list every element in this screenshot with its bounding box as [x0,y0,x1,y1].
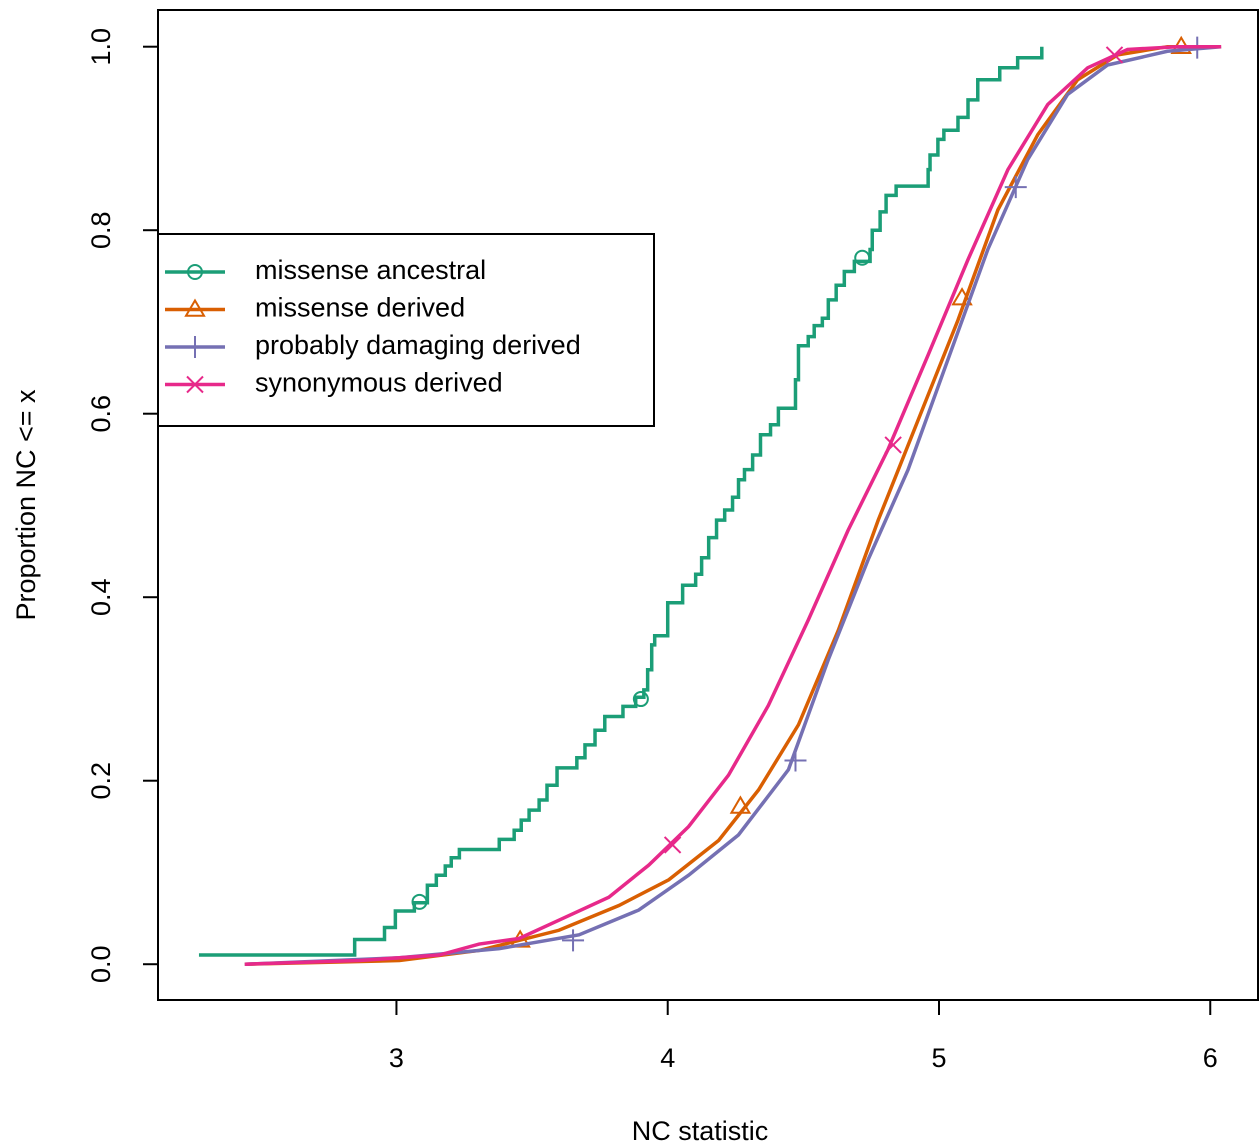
y-tick-label: 1.0 [86,28,116,66]
plot-frame [157,9,1259,1001]
y-tick-label: 0.6 [86,395,116,433]
x-tick-label: 3 [389,1043,404,1073]
marker [562,929,585,952]
x-axis-label: NC statistic [632,1116,769,1146]
marker [884,436,902,454]
x-tick-label: 4 [660,1043,675,1073]
y-tick-label: 0.4 [86,578,116,616]
x-tick-label: 5 [931,1043,946,1073]
legend-label: probably damaging derived [255,330,581,360]
legend-label: synonymous derived [255,368,503,398]
marker [411,893,428,910]
x-tick-label: 6 [1203,1043,1218,1073]
marker [632,691,649,708]
series-line [244,44,1222,966]
y-axis-label: Proportion NC <= x [11,389,41,621]
legend-label: missense ancestral [255,255,486,285]
marker [663,836,682,854]
marker [186,375,204,394]
marker [854,249,871,266]
marker [187,264,203,280]
legend: missense ancestral missense derived probab… [157,233,655,427]
marker [1004,176,1027,199]
marker [1105,46,1124,64]
legend-label: missense derived [255,293,465,323]
y-tick-label: 0.0 [86,945,116,983]
y-tick-label: 0.2 [86,762,116,800]
series-line [244,44,1222,966]
marker [729,795,752,814]
y-tick-label: 0.8 [86,211,116,249]
marker [951,287,973,306]
legend-box [157,233,655,427]
marker [184,298,206,317]
marker [784,749,807,772]
marker [184,336,206,358]
series-line [198,46,1044,957]
